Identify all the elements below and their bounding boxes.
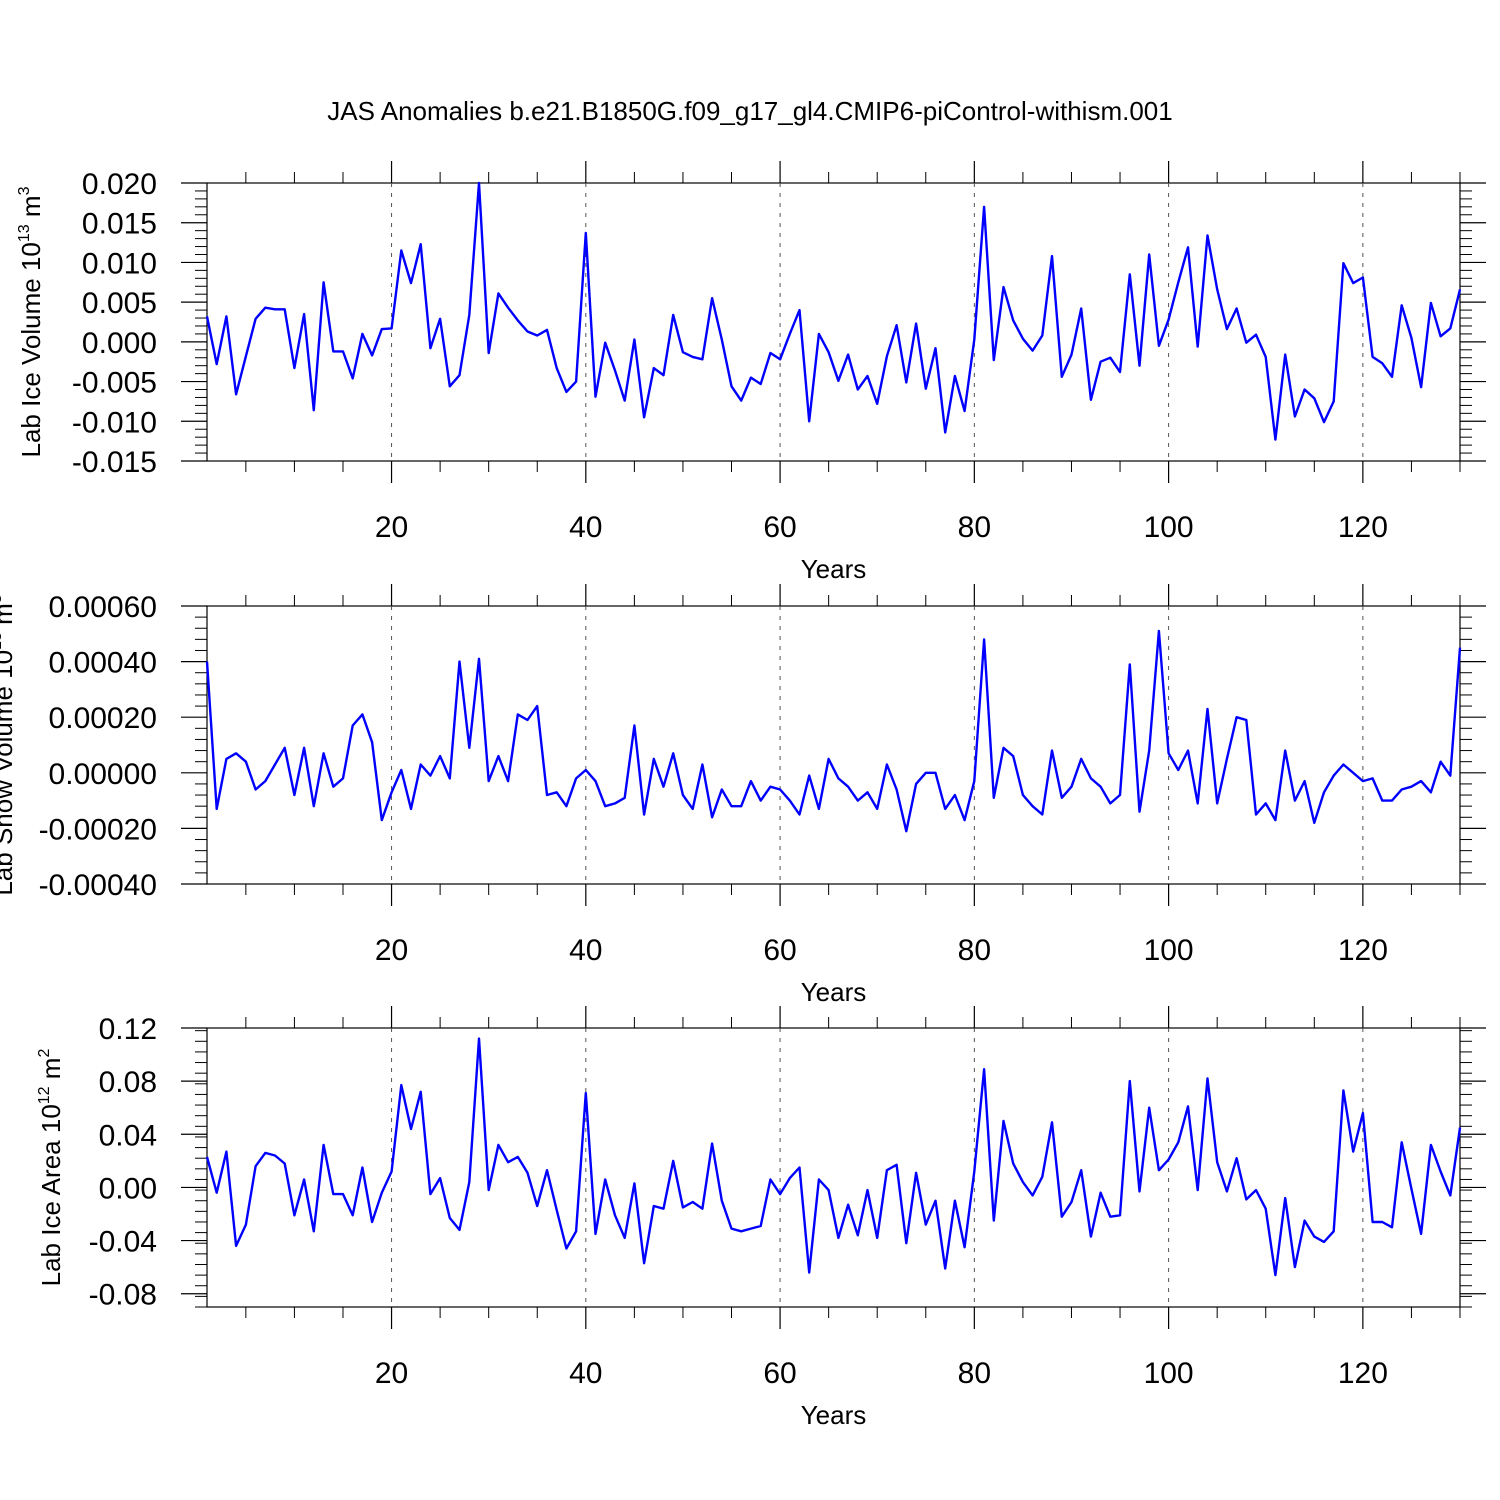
snow-volume-x-tick-label: 20 xyxy=(375,934,408,967)
ice-volume-x-axis-label: Years xyxy=(801,554,867,584)
ice-area-y-tick-label: 0.00 xyxy=(99,1172,157,1205)
ice-volume-y-tick-label: 0.000 xyxy=(82,327,157,360)
ice-volume-x-tick-label: 40 xyxy=(569,511,602,544)
ice-area-y-tick-label: 0.08 xyxy=(99,1066,157,1099)
snow-volume-y-tick-label: 0.00020 xyxy=(49,702,157,735)
snow-volume-y-tick-label: 0.00000 xyxy=(49,758,157,791)
snow-volume-x-tick-label: 40 xyxy=(569,934,602,967)
snow-volume-y-tick-label: -0.00020 xyxy=(39,813,157,846)
panel-snow-volume: 20 40 60 80 100 120 Years -0.00040 -0.00020 0.000… xyxy=(0,584,1486,1007)
chart-title: JAS Anomalies b.e21.B1850G.f09_g17_gl4.C… xyxy=(327,96,1172,126)
snow-volume-y-tick-label: -0.00040 xyxy=(39,869,157,902)
ice-volume-series-line xyxy=(205,181,1462,441)
ice-area-x-tick-label: 100 xyxy=(1144,1357,1194,1390)
snow-volume-x-tick-label: 60 xyxy=(763,934,796,967)
snow-volume-x-tick-label: 120 xyxy=(1338,934,1388,967)
ice-area-y-axis-label: Lab Ice Area 1012 m2 xyxy=(36,1049,66,1287)
ice-area-series-line xyxy=(205,1037,1462,1277)
ice-area-plot-frame xyxy=(206,1027,1461,1308)
ice-volume-y-tick-label: -0.005 xyxy=(72,367,157,400)
ice-area-x-tick-label: 60 xyxy=(763,1357,796,1390)
ice-volume-y-tick-label: 0.005 xyxy=(82,287,157,320)
ice-volume-y-axis-label: Lab Ice Volume 1013 m3 xyxy=(16,186,46,457)
ice-area-y-tick-label: -0.08 xyxy=(89,1279,157,1312)
ice-volume-x-tick-label: 120 xyxy=(1338,511,1388,544)
snow-volume-y-tick-label: 0.00060 xyxy=(49,591,157,624)
ice-area-y-tick-label: 0.04 xyxy=(99,1119,157,1152)
ice-area-x-tick-label: 20 xyxy=(375,1357,408,1390)
ice-volume-y-tick-label: 0.015 xyxy=(82,208,157,241)
snow-volume-plot-frame xyxy=(206,605,1461,885)
panel-ice-volume: 20 40 60 80 100 120 Years -0.015 -0.010 -0.005 0.0… xyxy=(16,161,1486,584)
ice-area-x-tick-label: 80 xyxy=(958,1357,991,1390)
ice-volume-y-tick-label: -0.010 xyxy=(72,406,157,439)
ice-volume-y-tick-label: 0.010 xyxy=(82,247,157,280)
ice-volume-x-tick-label: 20 xyxy=(375,511,408,544)
snow-volume-x-tick-label: 80 xyxy=(958,934,991,967)
snow-volume-series-line xyxy=(205,629,1462,833)
snow-volume-y-tick-label: 0.00040 xyxy=(49,647,157,680)
ice-volume-y-tick-label: -0.015 xyxy=(72,446,157,479)
snow-volume-x-tick-label: 100 xyxy=(1144,934,1194,967)
ice-area-x-tick-label: 120 xyxy=(1338,1357,1388,1390)
ice-area-x-axis-label: Years xyxy=(801,1400,867,1430)
snow-volume-x-axis-label: Years xyxy=(801,977,867,1007)
ice-volume-y-tick-label: 0.020 xyxy=(82,168,157,201)
ice-volume-x-tick-label: 80 xyxy=(958,511,991,544)
ice-volume-x-tick-label: 100 xyxy=(1144,511,1194,544)
ice-area-y-tick-label: 0.12 xyxy=(99,1013,157,1046)
ice-volume-x-tick-label: 60 xyxy=(763,511,796,544)
snow-volume-y-axis-label: Lab Snow Volume 1013 m3 xyxy=(0,594,18,895)
ice-area-x-tick-label: 40 xyxy=(569,1357,602,1390)
panel-ice-area: 20 40 60 80 100 120 Years -0.08 -0.04 0.00 0.04 0.0… xyxy=(36,1006,1486,1430)
ice-area-y-tick-label: -0.04 xyxy=(89,1226,157,1259)
